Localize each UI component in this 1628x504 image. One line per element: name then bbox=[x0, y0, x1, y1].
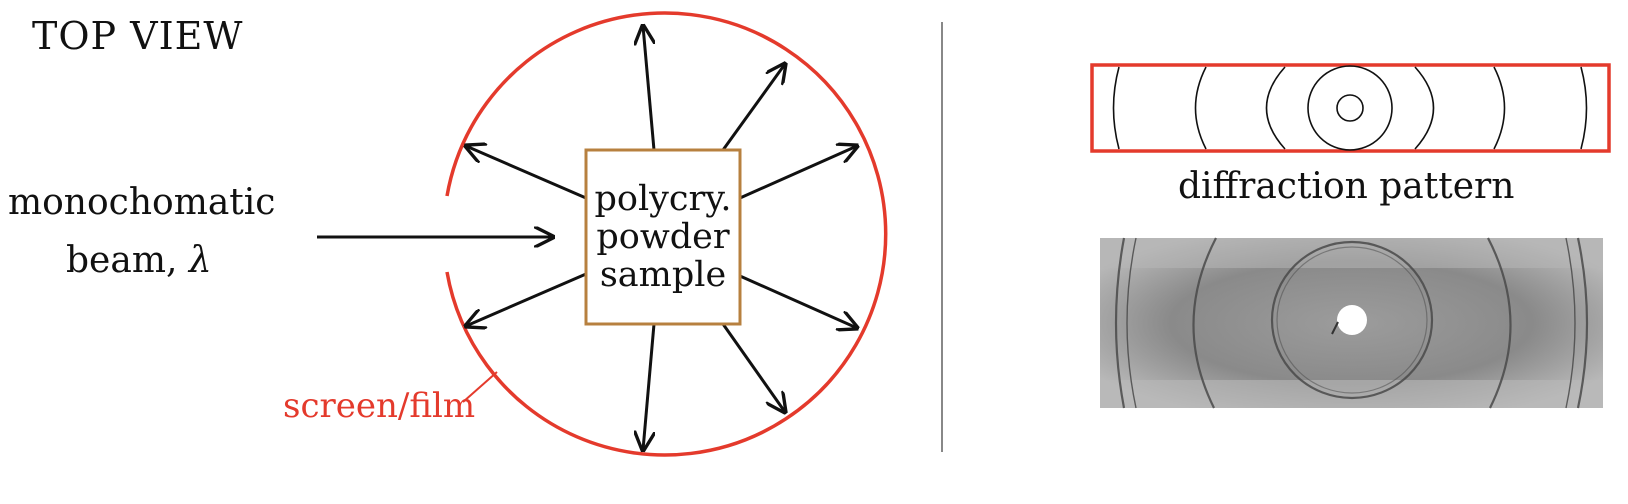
ray-right-upper bbox=[739, 146, 857, 200]
sample-label: polycry. powder sample bbox=[586, 150, 740, 324]
screen-label-leader bbox=[462, 371, 498, 403]
screen-circle bbox=[445, 11, 888, 457]
top-view-title: TOP VIEW bbox=[32, 14, 244, 58]
diffraction-pattern-label: diffraction pattern bbox=[1178, 166, 1515, 207]
wavelength-symbol: λ bbox=[188, 240, 212, 281]
sample-line-2: powder bbox=[596, 217, 730, 257]
sample-box bbox=[584, 148, 742, 326]
ray-right-lower bbox=[739, 274, 857, 328]
ray-bottom-right bbox=[721, 323, 785, 412]
ray-left-lower bbox=[466, 272, 587, 326]
ray-top-right bbox=[721, 64, 785, 151]
sample-line-3: sample bbox=[599, 255, 727, 295]
beam-label-line1: monochomatic bbox=[8, 182, 276, 223]
ray-bottom bbox=[643, 323, 656, 450]
sample-line-1: polycry. bbox=[594, 179, 732, 219]
diffraction-schematic bbox=[1090, 63, 1611, 153]
diffracted-rays bbox=[466, 26, 857, 450]
beam-word: beam, bbox=[66, 240, 178, 281]
ray-top bbox=[643, 26, 656, 151]
ray-left-upper bbox=[466, 146, 587, 200]
xray-film-photo-icon bbox=[1100, 237, 1603, 409]
screen-film-label: screen/film bbox=[283, 386, 476, 426]
beam-label-line2: beam, λ bbox=[66, 240, 212, 281]
